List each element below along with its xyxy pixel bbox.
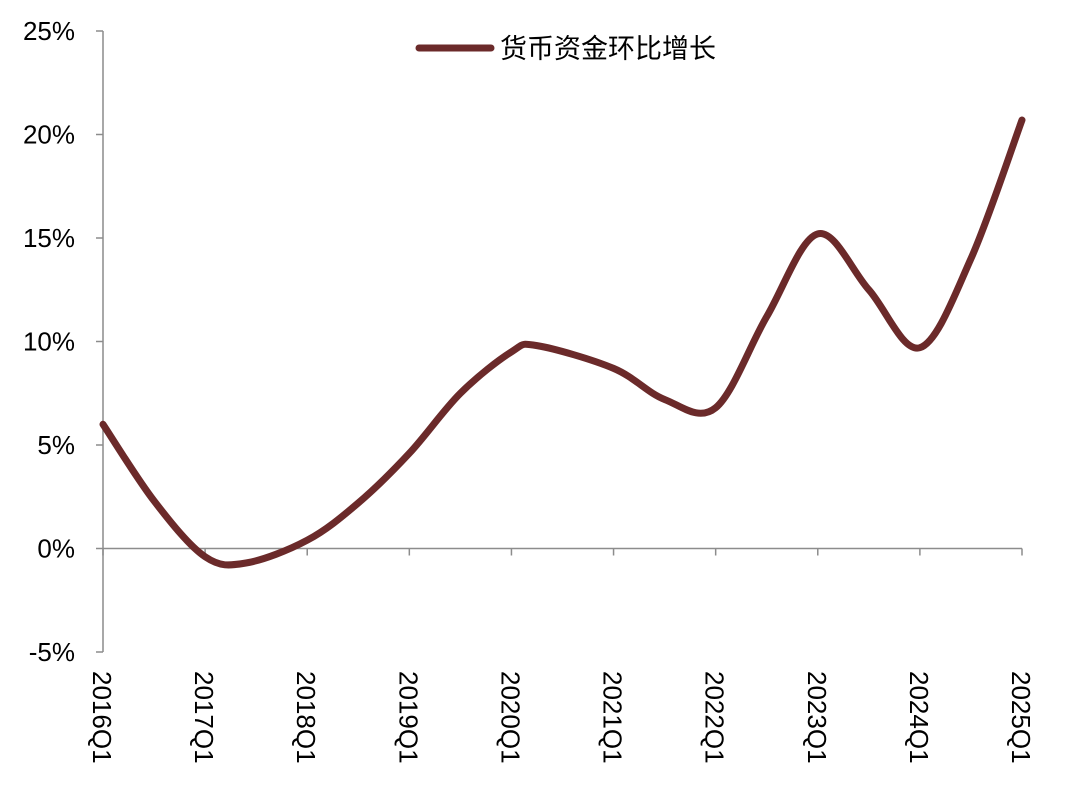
x-tick-label: 2022Q1 <box>700 671 730 764</box>
y-tick-label: 0% <box>37 534 75 564</box>
x-tick-label: 2016Q1 <box>87 671 117 764</box>
y-tick-label: 10% <box>23 327 75 357</box>
x-tick-label: 2019Q1 <box>393 671 423 764</box>
x-tick-label: 2020Q1 <box>495 671 525 764</box>
series-group <box>99 116 1026 569</box>
x-tick-label: 2021Q1 <box>598 671 628 764</box>
series-line <box>99 116 1026 569</box>
y-tick-label: 15% <box>23 223 75 253</box>
y-tick-label: -5% <box>29 637 75 667</box>
x-tick-label: 2018Q1 <box>291 671 321 764</box>
y-tick-label: 20% <box>23 120 75 150</box>
x-tick-label: 2024Q1 <box>904 671 934 764</box>
x-axis: 2016Q1 2017Q1 2018Q1 2019Q1 2020Q1 2021Q1 2022… <box>87 547 1036 764</box>
y-axis: -5% 0% 5% 10% 15% 20% 25% <box>23 16 104 667</box>
x-tick-label: 2017Q1 <box>189 671 219 764</box>
legend: 货币资金环比增长 <box>415 34 716 65</box>
x-tick-label: 2025Q1 <box>1006 671 1036 764</box>
y-tick-label: 25% <box>23 16 75 46</box>
y-tick-label: 5% <box>37 430 75 460</box>
legend-label: 货币资金环比增长 <box>500 34 716 65</box>
x-tick-label: 2023Q1 <box>802 671 832 764</box>
